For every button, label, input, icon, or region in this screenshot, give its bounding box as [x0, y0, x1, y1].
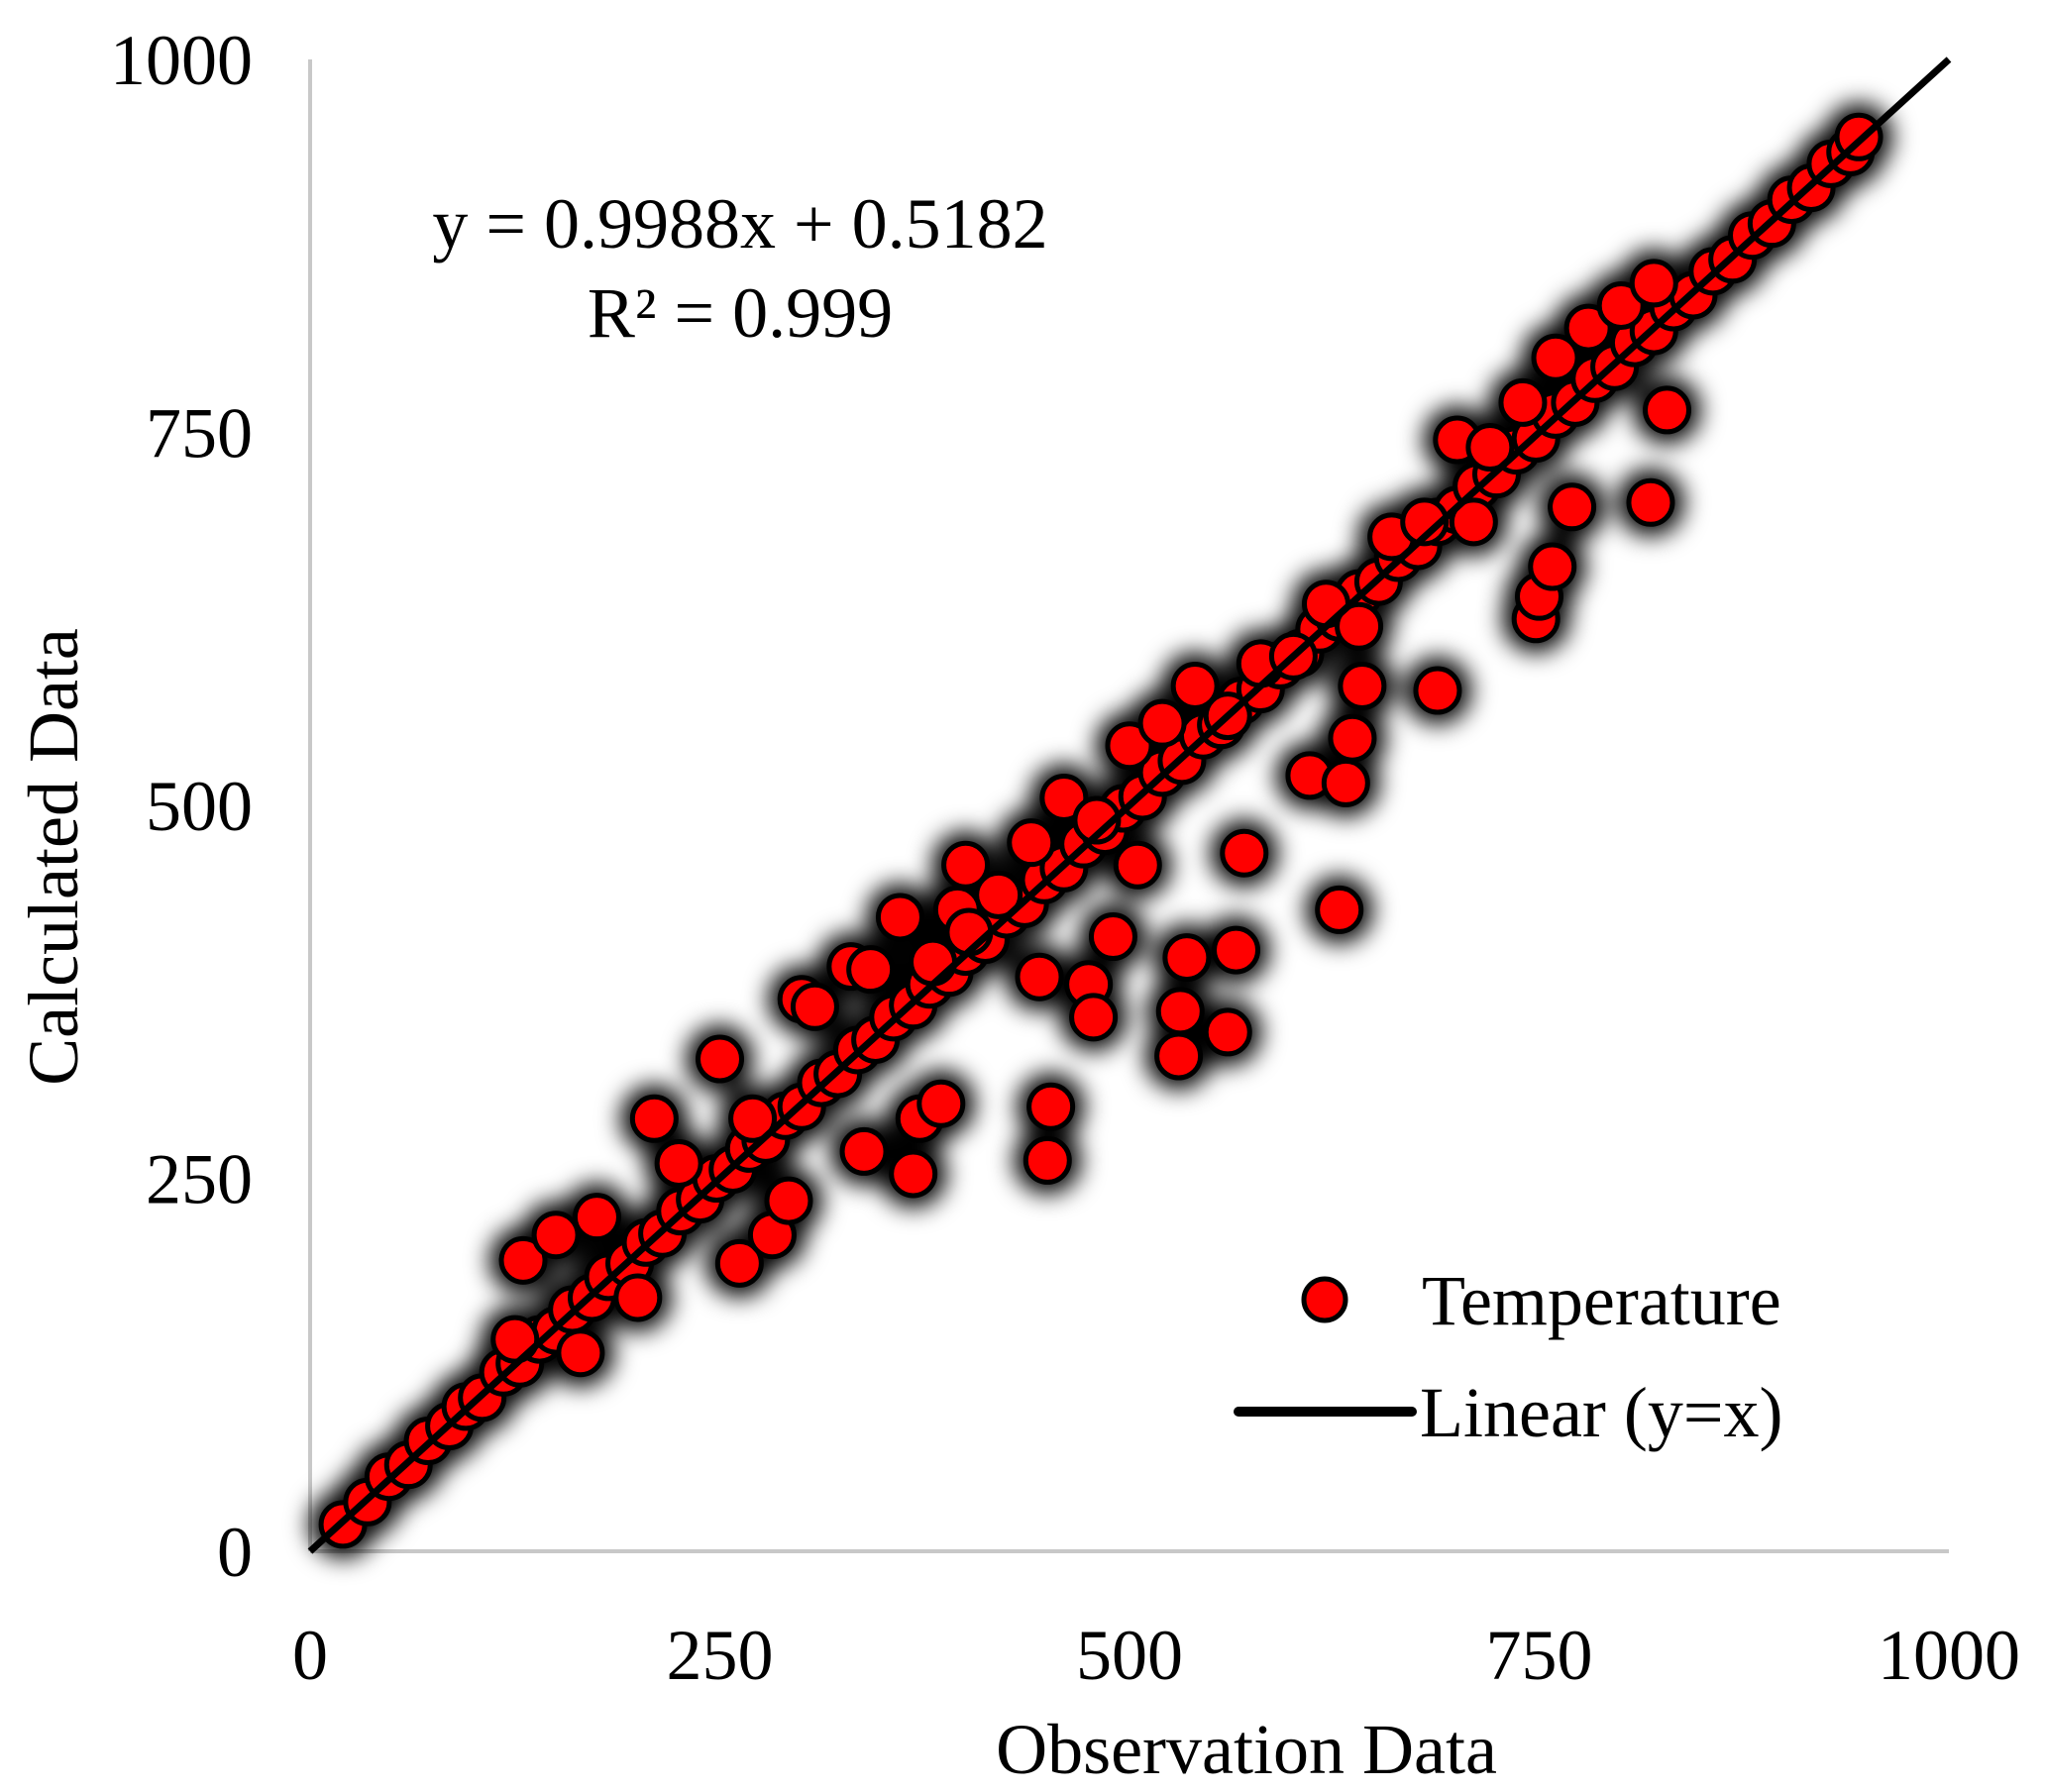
data-point: [1203, 1007, 1252, 1057]
data-point: [909, 937, 958, 987]
data-point: [1155, 987, 1205, 1036]
y-tick-label: 250: [146, 1140, 253, 1219]
data-point: [941, 840, 991, 890]
data-point: [1528, 542, 1577, 591]
data-point: [875, 893, 924, 942]
data-point: [1022, 1135, 1072, 1185]
data-point: [1400, 497, 1450, 547]
data-point: [1015, 952, 1064, 1001]
linear-y-equals-x-line: [307, 56, 1952, 1554]
data-point: [839, 1126, 889, 1176]
data-point: [531, 1211, 581, 1260]
data-point: [1548, 482, 1597, 532]
data-point: [790, 982, 839, 1031]
data-point: [1026, 1082, 1076, 1131]
data-point: [696, 1034, 744, 1084]
data-point: [613, 1273, 663, 1322]
data-point: [1335, 601, 1384, 651]
data-point: [1088, 912, 1137, 962]
data-point: [1072, 795, 1122, 845]
fit-line-layer: [307, 56, 1952, 1554]
data-point: [1039, 773, 1089, 822]
data-point: [1315, 885, 1364, 934]
y-axis-title: Calculated Data: [14, 628, 93, 1086]
x-tick-labels: 0 250 500 750 1000: [292, 1616, 2020, 1695]
data-point: [1465, 423, 1515, 473]
data-point: [556, 1328, 605, 1378]
x-axis-title: Observation Data: [996, 1710, 1497, 1789]
data-point: [1137, 698, 1187, 748]
data-point: [1338, 662, 1387, 711]
data-point: [1162, 933, 1212, 983]
data-point: [1069, 993, 1119, 1042]
data-point: [1328, 713, 1377, 763]
y-tick-label: 0: [217, 1513, 253, 1592]
data-point: [1563, 303, 1613, 353]
y-tick-label: 500: [146, 767, 253, 846]
x-tick-label: 0: [292, 1616, 328, 1695]
data-point: [1643, 385, 1692, 435]
data-point: [1113, 840, 1162, 890]
legend-label-linear: Linear (y=x): [1420, 1373, 1782, 1452]
x-tick-label: 250: [667, 1616, 774, 1695]
data-point: [714, 1238, 764, 1288]
x-tick-label: 1000: [1878, 1616, 2020, 1695]
data-point: [1626, 477, 1675, 527]
data-point: [1449, 497, 1498, 547]
regression-equation: y = 0.9988x + 0.5182: [432, 184, 1047, 264]
x-tick-label: 500: [1076, 1616, 1183, 1695]
data-point: [654, 1138, 703, 1188]
data-point: [1105, 721, 1154, 771]
data-point: [572, 1193, 621, 1242]
data-point: [629, 1094, 679, 1143]
legend: Temperature Linear (y=x): [1234, 1261, 1782, 1452]
data-point: [728, 1094, 778, 1143]
data-point: [1170, 662, 1220, 711]
data-point: [1212, 925, 1261, 975]
data-point: [889, 1149, 938, 1199]
data-point: [1596, 280, 1646, 330]
data-point: [1629, 259, 1678, 308]
data-point: [1220, 828, 1269, 878]
legend-marker-temperature: [1301, 1276, 1348, 1323]
data-point: [974, 870, 1023, 919]
data-point: [846, 945, 896, 995]
y-tick-labels: 0 250 500 750 1000: [110, 21, 253, 1592]
x-tick-label: 750: [1486, 1616, 1593, 1695]
data-point: [764, 1176, 813, 1225]
y-tick-label: 750: [146, 394, 253, 474]
data-point: [1413, 666, 1462, 715]
data-point: [498, 1235, 548, 1285]
data-point: [1154, 1031, 1204, 1081]
data-point: [1498, 377, 1548, 427]
legend-label-temperature: Temperature: [1422, 1261, 1781, 1340]
data-point: [1531, 333, 1580, 382]
data-point: [1321, 758, 1370, 807]
r-squared-label: R² = 0.999: [588, 273, 893, 353]
y-tick-label: 1000: [110, 21, 253, 100]
data-point: [916, 1079, 966, 1128]
data-point: [1007, 818, 1056, 868]
